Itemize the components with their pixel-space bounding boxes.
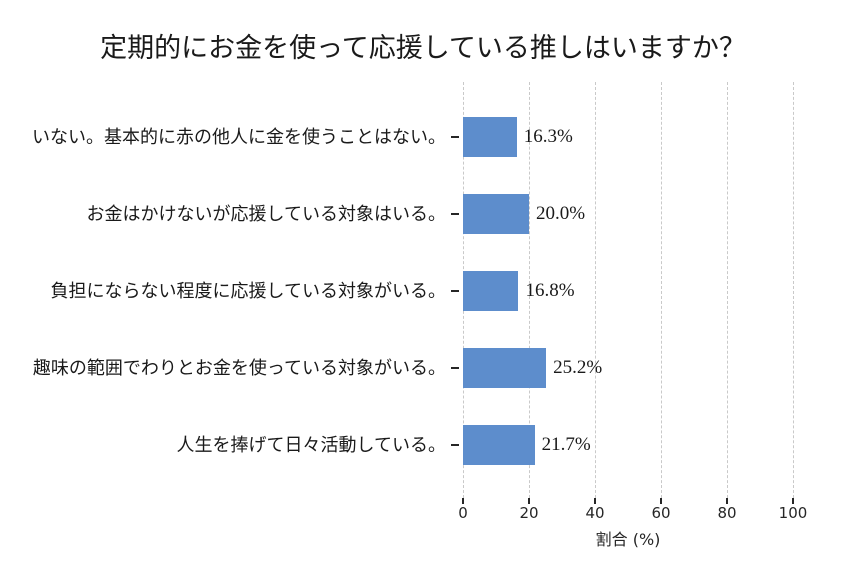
bar [463, 271, 519, 311]
x-axis-tick [792, 498, 794, 504]
value-label: 20.0% [536, 203, 586, 224]
gridline [528, 82, 530, 498]
bar [463, 348, 547, 388]
category-label: いない。基本的に赤の他人に金を使うことはない。 [32, 127, 446, 147]
x-tick-label: 80 [717, 504, 737, 522]
gridline [594, 82, 596, 498]
y-axis-tick [451, 290, 459, 292]
y-axis-tick [451, 444, 459, 446]
y-axis-tick [451, 213, 459, 215]
x-axis-tick [726, 498, 728, 504]
y-axis-tick [451, 367, 459, 369]
x-tick-label: 60 [651, 504, 671, 522]
category-label: お金はかけないが応援している対象はいる。 [86, 204, 446, 224]
category-label: 趣味の範囲でわりとお金を使っている対象がいる。 [32, 358, 446, 378]
gridline [792, 82, 794, 498]
x-axis-tick [528, 498, 530, 504]
bar [463, 194, 529, 234]
x-tick-label: 40 [585, 504, 605, 522]
bar [463, 425, 535, 465]
x-axis-tick [594, 498, 596, 504]
x-tick-label: 20 [519, 504, 539, 522]
x-axis-tick [462, 498, 464, 504]
x-axis-label: 割合 (%) [595, 530, 661, 549]
x-tick-label: 0 [458, 504, 468, 522]
value-label: 25.2% [553, 357, 603, 378]
x-tick-label: 100 [778, 504, 808, 522]
bar [463, 117, 517, 157]
gridline [726, 82, 728, 498]
value-label: 16.3% [523, 126, 573, 147]
value-label: 16.8% [525, 280, 575, 301]
category-label: 人生を捧げて日々活動している。 [176, 435, 446, 455]
x-axis-tick [660, 498, 662, 504]
value-label: 21.7% [541, 434, 591, 455]
y-axis-tick [451, 136, 459, 138]
gridline [660, 82, 662, 498]
category-label: 負担にならない程度に応援している対象がいる。 [50, 281, 446, 301]
chart-title: 定期的にお金を使って応援している推しはいますか？ [100, 33, 746, 63]
